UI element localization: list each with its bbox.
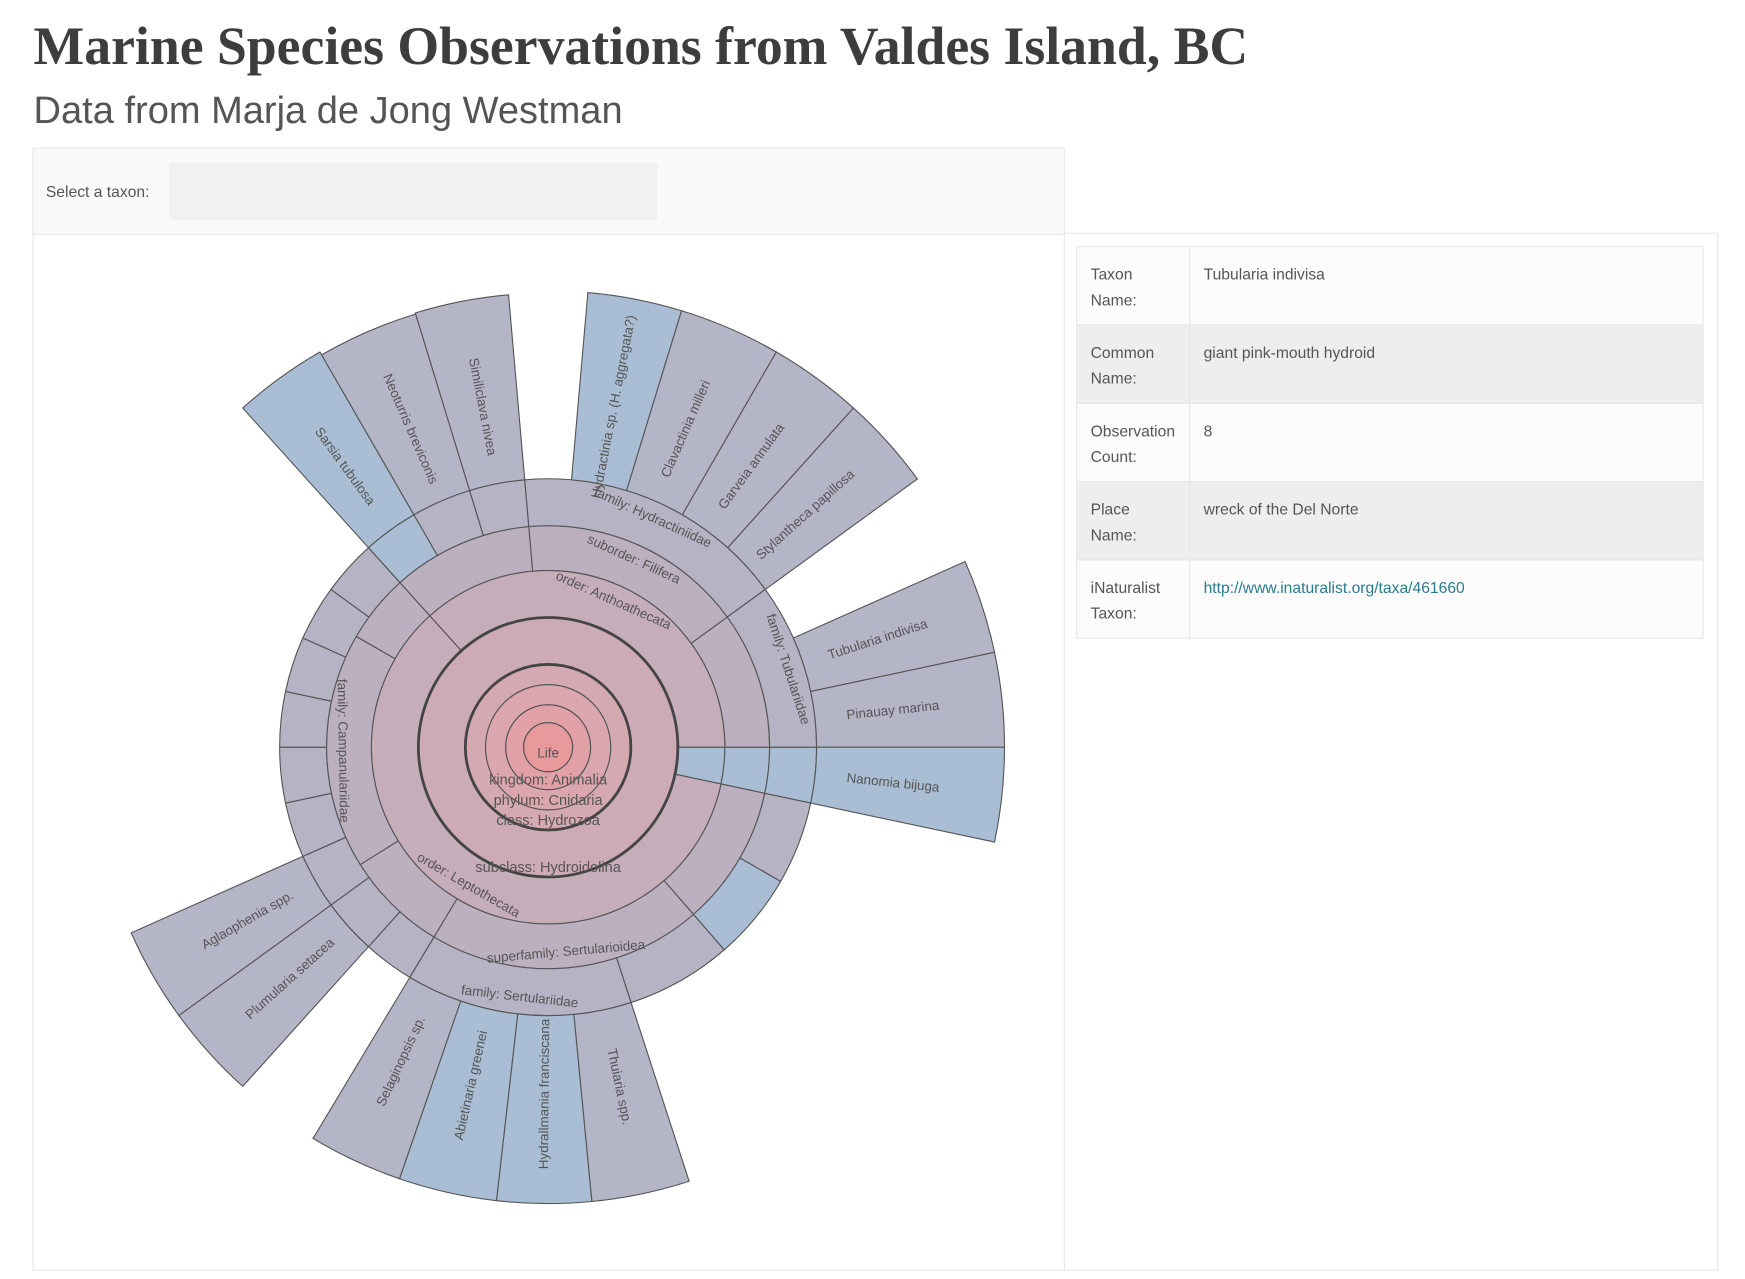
details-value: giant pink-mouth hydroid: [1189, 324, 1704, 404]
node-label: phylum: Cnidaria: [494, 793, 604, 809]
sunburst-segment[interactable]: [726, 588, 818, 748]
details-value: wreck of the Del Norte: [1189, 480, 1704, 561]
node-label: kingdom: Animalia: [489, 773, 608, 789]
details-row: Common Name: giant pink-mouth hydroid: [1076, 324, 1704, 404]
sunburst-segment[interactable]: [414, 294, 526, 492]
taxon-link[interactable]: http://www.inaturalist.org/taxa/461660: [1203, 578, 1465, 597]
chart-panel: Select a taxon:: [32, 147, 1065, 1271]
sunburst-segment[interactable]: [726, 407, 919, 591]
species-label: Hydrallmania franciscana: [536, 1018, 552, 1169]
details-key: Common Name:: [1076, 324, 1191, 404]
node-label: class: Hydrozoa: [496, 813, 600, 829]
node-label: Life: [537, 745, 559, 760]
details-table: Taxon Name: Tubularia indivisa Common Name…: [1076, 246, 1704, 639]
details-key: Place Name:: [1076, 480, 1191, 561]
details-panel: Taxon Name: Tubularia indivisa Common Name…: [1063, 232, 1719, 1271]
sunburst-segment[interactable]: [330, 546, 401, 618]
page-title: Marine Species Observations from Valdes …: [33, 16, 1249, 77]
details-key: iNaturalist Taxon:: [1076, 559, 1191, 639]
details-value: http://www.inaturalist.org/taxa/461660: [1189, 559, 1704, 639]
ring-border: [463, 663, 633, 832]
details-value: 8: [1189, 402, 1704, 483]
sunburst-segment[interactable]: [810, 746, 1006, 843]
details-row: iNaturalist Taxon: http://www.inaturalist…: [1076, 559, 1704, 639]
sunburst-segment[interactable]: [130, 855, 332, 1017]
details-value: Tubularia indivisa: [1189, 246, 1704, 326]
node-label: family: Campanulariidae: [335, 679, 353, 823]
sunburst: Life kingdom: Animalia phylum: Cnidaria cla…: [130, 291, 1006, 1205]
page-subtitle: Data from Marja de Jong Westman: [33, 89, 623, 132]
node-label: subclass: Hydroidolina: [475, 860, 621, 876]
selector-label: Select a taxon:: [45, 182, 150, 201]
details-row: Place Name: wreck of the Del Norte: [1076, 480, 1704, 561]
details-row: Observation Count: 8: [1076, 402, 1704, 483]
selector-bar: Select a taxon:: [33, 148, 1064, 235]
taxon-select[interactable]: [168, 162, 658, 221]
sunburst-segment[interactable]: [312, 976, 462, 1180]
details-key: Taxon Name:: [1076, 246, 1191, 326]
sunburst-segment[interactable]: [326, 635, 399, 866]
details-key: Observation Count:: [1076, 402, 1191, 483]
details-row: Taxon Name: Tubularia indivisa: [1076, 246, 1704, 326]
sunburst-segment[interactable]: [279, 746, 333, 804]
ring-border: [416, 616, 680, 879]
